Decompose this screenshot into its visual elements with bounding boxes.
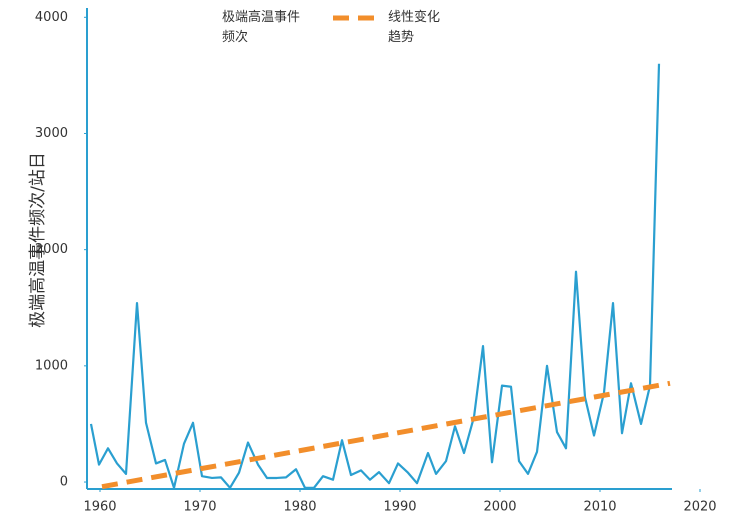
- y-axis-label: 极端高温事件频次/站日: [28, 152, 48, 328]
- legend-label: 极端高温事件频次: [222, 10, 301, 45]
- series-line: [89, 63, 661, 489]
- y-tick-label: 1000: [35, 358, 68, 373]
- x-tick-label: 2000: [483, 500, 516, 515]
- x-tick-label: 1990: [383, 500, 416, 515]
- x-tick-label: 1980: [283, 500, 316, 515]
- series-line: [101, 380, 671, 490]
- y-tick-label: 0: [60, 475, 68, 490]
- x-tick-label: 2010: [583, 500, 616, 515]
- x-tick-label: 1960: [83, 500, 116, 515]
- x-tick-label: 1970: [183, 500, 216, 515]
- y-tick-label: 2000: [35, 242, 68, 257]
- y-tick-label: 3000: [35, 126, 68, 141]
- y-tick-label: 4000: [35, 10, 68, 25]
- x-tick-label: 2020: [683, 500, 716, 515]
- legend-label: 线性变化趋势: [388, 10, 441, 45]
